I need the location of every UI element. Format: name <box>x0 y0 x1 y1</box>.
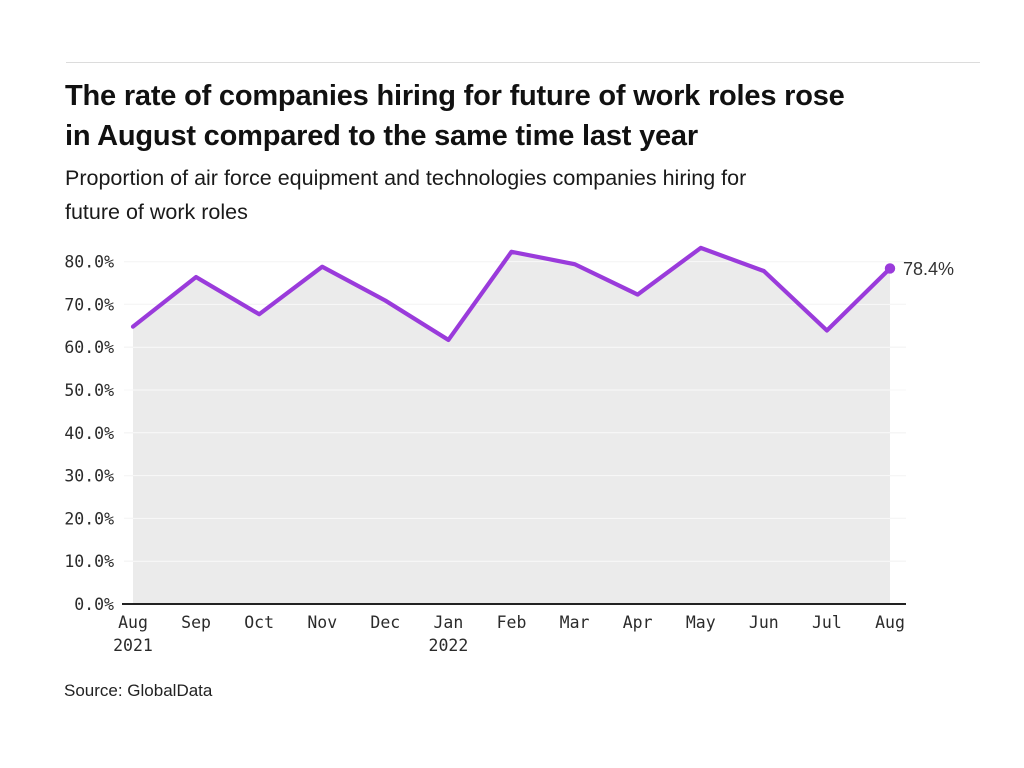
x-tick-label: Apr <box>623 613 653 632</box>
chart-title: The rate of companies hiring for future … <box>65 76 845 156</box>
y-tick-label: 80.0% <box>64 253 114 272</box>
y-tick-label: 70.0% <box>64 295 114 314</box>
y-tick-label: 60.0% <box>64 338 114 357</box>
chart-subtitle-line-1: Proportion of air force equipment and te… <box>65 166 747 190</box>
series-line <box>130 245 893 343</box>
end-point-label: 78.4% <box>903 259 954 279</box>
y-tick-label: 0.0% <box>74 595 114 614</box>
x-tick-label: Mar <box>560 613 590 632</box>
x-year-label: 2022 <box>429 636 469 655</box>
chart-subtitle: Proportion of air force equipment and te… <box>65 161 746 229</box>
x-tick-label: Aug <box>118 613 148 632</box>
chart-title-line-1: The rate of companies hiring for future … <box>65 80 845 112</box>
x-tick-label: Dec <box>370 613 400 632</box>
x-tick-label: Nov <box>307 613 337 632</box>
x-tick-label: Jun <box>749 613 779 632</box>
y-tick-label: 30.0% <box>64 467 114 486</box>
area-fill <box>133 247 890 605</box>
y-axis-labels: 0.0% 10.0% 20.0% 30.0% 40.0% 50.0% 60.0% 70.0% 8… <box>64 253 114 614</box>
y-tick-label: 10.0% <box>64 552 114 571</box>
x-tick-label: Oct <box>244 613 274 632</box>
x-axis-labels: Aug Sep Oct Nov Dec Jan Feb Mar Apr May Jun Jul Aug 2… <box>113 613 905 655</box>
x-year-label: 2021 <box>113 636 153 655</box>
x-tick-label: Feb <box>497 613 527 632</box>
source-attribution: Source: GlobalData <box>64 681 213 700</box>
x-tick-label: May <box>686 613 716 632</box>
y-tick-label: 40.0% <box>64 424 114 443</box>
top-divider <box>66 62 980 63</box>
chart-title-line-2: in August compared to the same time last… <box>65 120 698 152</box>
chart-subtitle-line-2: future of work roles <box>65 200 248 224</box>
x-tick-label: Jan <box>434 613 464 632</box>
x-tick-label: Sep <box>181 613 211 632</box>
x-tick-label: Aug <box>875 613 905 632</box>
end-point-marker <box>884 263 896 274</box>
x-tick-label: Jul <box>812 613 842 632</box>
y-tick-label: 50.0% <box>64 381 114 400</box>
gridlines-over <box>124 261 906 562</box>
y-tick-label: 20.0% <box>64 509 114 528</box>
